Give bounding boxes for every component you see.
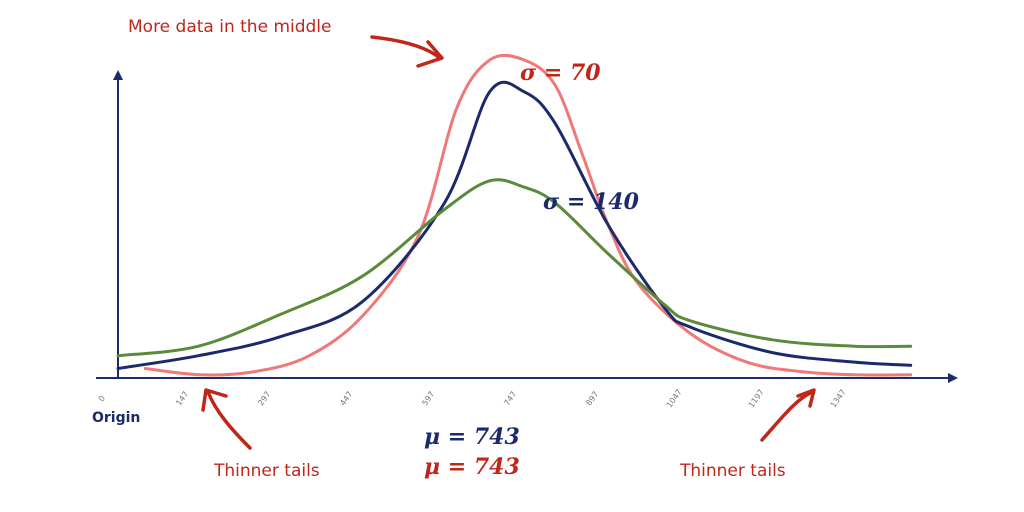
series-layer <box>116 53 913 377</box>
x-tick-label-6: 897 <box>584 390 600 408</box>
x-tick-label-8: 1197 <box>747 388 766 410</box>
sigma-140-label: σ = 140 <box>543 189 640 215</box>
x-tick-label-9: 1347 <box>829 388 848 410</box>
x-tick-label-7: 1047 <box>665 388 684 410</box>
mu-red-label: μ = 743 <box>424 454 520 480</box>
series-line-1 <box>116 80 913 370</box>
x-tick-label-1: 147 <box>174 390 190 408</box>
left-tail-note: Thinner tails <box>213 461 320 481</box>
x-tick-label-5: 747 <box>502 390 518 408</box>
left-tail-arrow <box>201 388 252 450</box>
mu-blue-label: μ = 743 <box>424 424 520 450</box>
x-tick-label-0: 0 <box>97 394 107 403</box>
right-tail-arrow <box>760 388 816 442</box>
top-note: More data in the middle <box>128 17 332 37</box>
right-tail-note: Thinner tails <box>679 461 786 481</box>
top-note-arrow <box>370 35 444 68</box>
x-tick-label-4: 597 <box>420 390 436 408</box>
series-line-0 <box>143 53 913 377</box>
sigma-70-label: σ = 70 <box>520 60 601 86</box>
series-line-2 <box>116 178 913 358</box>
x-tick-label-3: 447 <box>338 390 354 408</box>
x-tick-label-2: 297 <box>256 390 272 408</box>
origin-label: Origin <box>92 410 140 426</box>
